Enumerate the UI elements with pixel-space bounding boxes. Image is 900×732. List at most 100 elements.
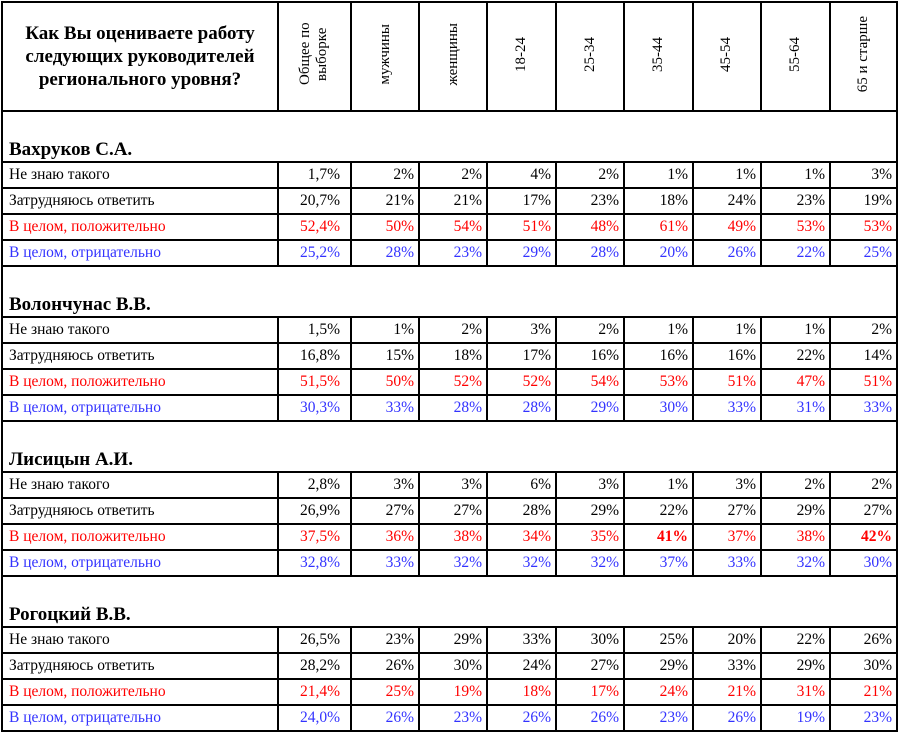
value-cell: 26% bbox=[555, 704, 625, 732]
value-cell: 1% bbox=[692, 161, 762, 189]
value-cell: 37% bbox=[692, 523, 762, 551]
table-row: Затрудняюсь ответить 16,8% 15% 18% 17% 16% 16%… bbox=[1, 342, 899, 370]
value-cell: 32% bbox=[555, 549, 625, 577]
value-cell: 61% bbox=[623, 213, 694, 241]
value-cell: 15% bbox=[350, 342, 421, 370]
value-cell: 1% bbox=[759, 316, 831, 344]
value-cell: 29% bbox=[486, 239, 558, 267]
value-cell: 1% bbox=[350, 316, 421, 344]
column-header-label: 35-44 bbox=[650, 36, 666, 72]
value-cell: 16% bbox=[555, 342, 625, 370]
row-label: В целом, положительно bbox=[1, 678, 279, 706]
value-cell: 17% bbox=[555, 678, 625, 706]
column-header-label: 18-24 bbox=[513, 36, 530, 72]
value-cell: 26,9% bbox=[276, 497, 353, 525]
value-cell: 23% bbox=[418, 239, 489, 267]
value-cell: 22% bbox=[759, 342, 831, 370]
value-cell: 54% bbox=[418, 213, 489, 241]
value-cell: 33% bbox=[350, 549, 421, 577]
table-row: Не знаю такого 26,5% 23% 29% 33% 30% 25% 20% 22%… bbox=[1, 626, 899, 654]
table-row: В целом, положительно 51,5% 50% 52% 52% 54% 53… bbox=[1, 368, 899, 396]
column-header-label: 65 и старше bbox=[854, 15, 871, 93]
value-cell: 20% bbox=[692, 626, 762, 654]
value-cell: 2,8% bbox=[276, 471, 353, 499]
table-row: Не знаю такого 1,7% 2% 2% 4% 2% 1% 1% 1% 3% bbox=[1, 161, 899, 189]
table-body: Вахруков С.А. Не знаю такого 1,7% 2% 2% 4% 2% 1… bbox=[1, 110, 899, 732]
value-cell: 50% bbox=[350, 213, 421, 241]
value-cell: 53% bbox=[828, 213, 899, 241]
section-spacer bbox=[1, 575, 898, 604]
value-cell: 18% bbox=[623, 187, 694, 215]
row-label: Затрудняюсь ответить bbox=[1, 652, 279, 680]
value-cell: 28% bbox=[486, 497, 558, 525]
value-cell: 26% bbox=[350, 652, 421, 680]
value-cell: 33% bbox=[486, 626, 558, 654]
value-cell: 14% bbox=[828, 342, 899, 370]
value-cell: 27% bbox=[350, 497, 421, 525]
column-header-label: 45-54 bbox=[718, 36, 735, 72]
value-cell: 21% bbox=[350, 187, 421, 215]
row-label: Не знаю такого bbox=[1, 471, 279, 499]
value-cell: 32% bbox=[759, 549, 831, 577]
value-cell: 49% bbox=[692, 213, 762, 241]
value-cell: 1% bbox=[623, 471, 694, 499]
value-cell: 38% bbox=[759, 523, 831, 551]
value-cell: 1% bbox=[759, 161, 831, 189]
value-cell: 18% bbox=[486, 678, 558, 706]
value-cell: 2% bbox=[418, 316, 489, 344]
value-cell: 26% bbox=[828, 626, 899, 654]
value-cell: 41% bbox=[623, 523, 694, 551]
value-cell: 50% bbox=[350, 368, 421, 396]
table-row: В целом, отрицательно 30,3% 33% 28% 28% 29% 30… bbox=[1, 394, 899, 422]
column-header: 35-44 bbox=[623, 1, 694, 112]
value-cell: 19% bbox=[418, 678, 489, 706]
value-cell: 30% bbox=[623, 394, 694, 422]
column-header: мужчины bbox=[350, 1, 421, 112]
value-cell: 30% bbox=[555, 626, 625, 654]
section-spacer bbox=[1, 420, 898, 449]
value-cell: 51% bbox=[692, 368, 762, 396]
value-cell: 27% bbox=[555, 652, 625, 680]
value-cell: 16,8% bbox=[276, 342, 353, 370]
column-header: 45-54 bbox=[692, 1, 762, 112]
value-cell: 6% bbox=[486, 471, 558, 499]
value-cell: 2% bbox=[828, 471, 899, 499]
value-cell: 23% bbox=[828, 704, 899, 732]
value-cell: 29% bbox=[555, 394, 625, 422]
value-cell: 28% bbox=[555, 239, 625, 267]
value-cell: 23% bbox=[350, 626, 421, 654]
value-cell: 1% bbox=[623, 316, 694, 344]
table-row: Не знаю такого 2,8% 3% 3% 6% 3% 1% 3% 2% 2% bbox=[1, 471, 899, 499]
value-cell: 32% bbox=[418, 549, 489, 577]
row-label: Не знаю такого bbox=[1, 161, 279, 189]
value-cell: 1,5% bbox=[276, 316, 353, 344]
value-cell: 28% bbox=[418, 394, 489, 422]
value-cell: 2% bbox=[418, 161, 489, 189]
value-cell: 33% bbox=[350, 394, 421, 422]
value-cell: 38% bbox=[418, 523, 489, 551]
value-cell: 3% bbox=[692, 471, 762, 499]
value-cell: 27% bbox=[692, 497, 762, 525]
value-cell: 54% bbox=[555, 368, 625, 396]
value-cell: 21% bbox=[692, 678, 762, 706]
value-cell: 3% bbox=[350, 471, 421, 499]
spacer-cell bbox=[1, 420, 898, 449]
column-header-label: Общее по выборке bbox=[296, 22, 330, 86]
column-header: Общее по выборке bbox=[276, 1, 353, 112]
person-name: Рогоцкий В.В. bbox=[1, 604, 898, 628]
value-cell: 51% bbox=[486, 213, 558, 241]
value-cell: 28% bbox=[486, 394, 558, 422]
value-cell: 21% bbox=[418, 187, 489, 215]
value-cell: 51,5% bbox=[276, 368, 353, 396]
table-row: Затрудняюсь ответить 26,9% 27% 27% 28% 29% 22%… bbox=[1, 497, 899, 525]
column-header: 55-64 bbox=[759, 1, 831, 112]
value-cell: 2% bbox=[759, 471, 831, 499]
row-label: Затрудняюсь ответить bbox=[1, 187, 279, 215]
value-cell: 52% bbox=[486, 368, 558, 396]
table-row: Затрудняюсь ответить 20,7% 21% 21% 17% 23% 18%… bbox=[1, 187, 899, 215]
value-cell: 24% bbox=[623, 678, 694, 706]
value-cell: 24% bbox=[692, 187, 762, 215]
value-cell: 2% bbox=[828, 316, 899, 344]
value-cell: 53% bbox=[759, 213, 831, 241]
